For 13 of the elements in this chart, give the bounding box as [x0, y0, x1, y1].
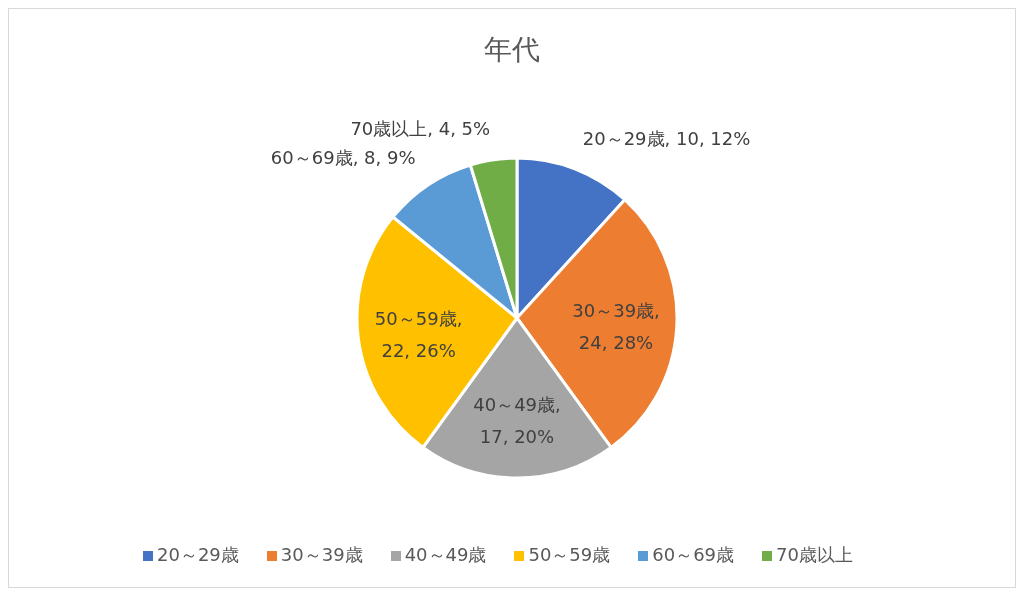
legend-label: 30～39歳 [280, 544, 363, 565]
data-label: 50～59歳, 22, 26% [374, 307, 463, 361]
legend-label: 40～49歳 [404, 544, 487, 565]
legend-label: 50～59歳 [528, 544, 611, 565]
legend-label: 60～69歳 [652, 544, 735, 565]
data-label: 30～39歳, 24, 28% [572, 300, 660, 354]
data-label: 60～69歳, 8, 9% [270, 146, 416, 168]
data-label: 70歳以上, 4, 5% [350, 117, 491, 139]
data-label: 40～49歳, 17, 20% [473, 394, 561, 448]
legend-label: 70歳以上 [776, 544, 853, 565]
data-label: 20～29歳, 10, 12% [582, 128, 751, 150]
legend-label: 20～29歳 [157, 544, 239, 565]
chart-title: 年代 [484, 33, 540, 66]
